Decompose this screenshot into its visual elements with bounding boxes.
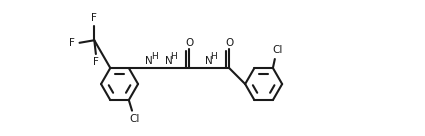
Text: N: N [145,56,153,66]
Text: N: N [165,56,173,66]
Text: H: H [210,52,217,61]
Text: H: H [151,52,158,61]
Text: N: N [205,56,213,66]
Text: F: F [93,57,99,67]
Text: Cl: Cl [273,45,283,55]
Text: F: F [91,13,97,23]
Text: H: H [170,52,177,61]
Text: F: F [69,38,75,48]
Text: O: O [225,38,233,48]
Text: O: O [185,38,193,48]
Text: Cl: Cl [130,114,140,124]
